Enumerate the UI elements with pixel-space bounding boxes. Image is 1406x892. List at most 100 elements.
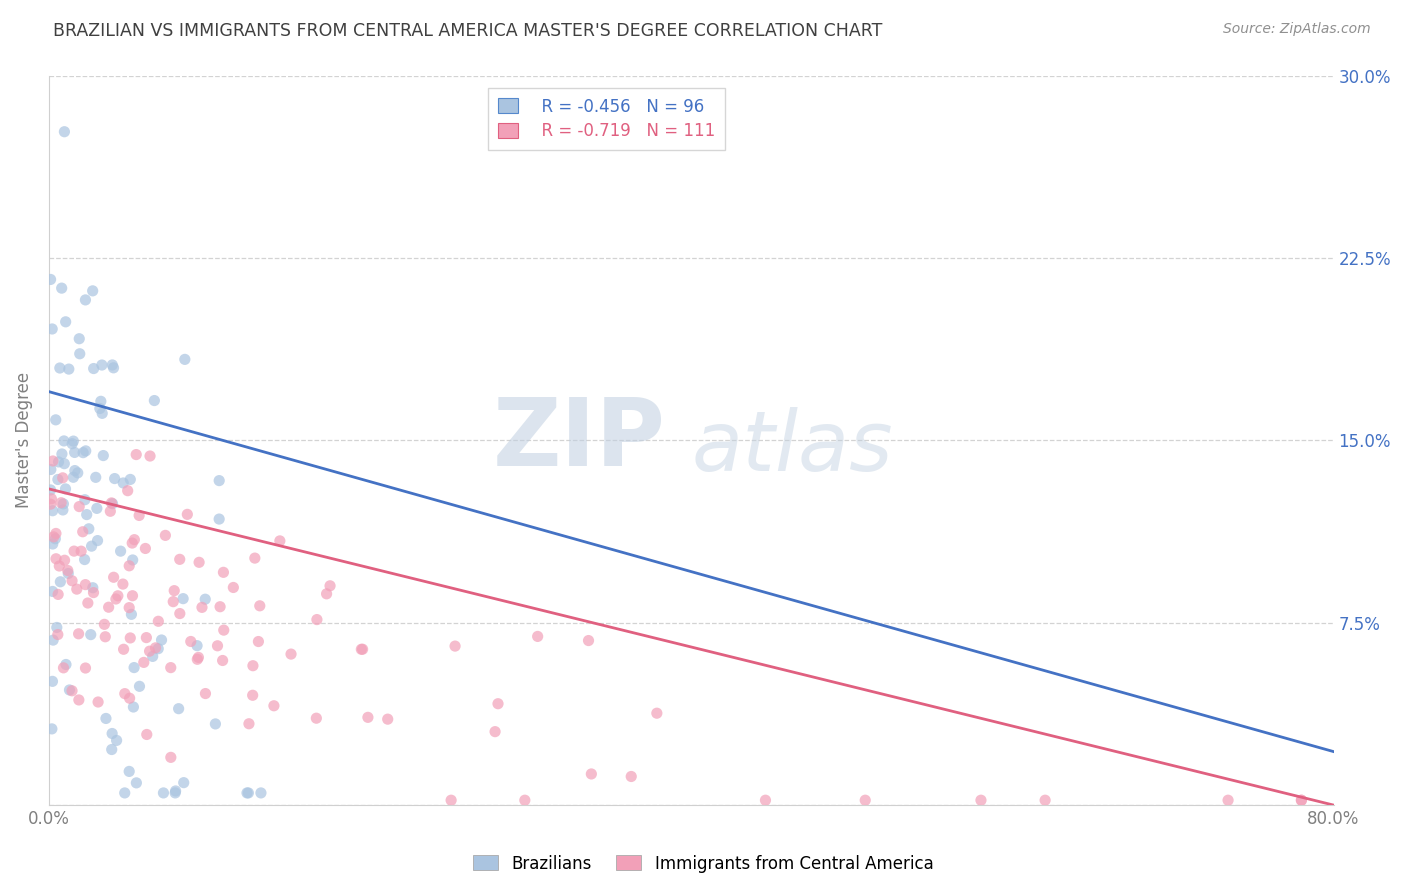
Point — [103, 570, 125, 584]
Point — [204, 717, 226, 731]
Point — [83, 361, 105, 376]
Point — [82, 284, 104, 298]
Point — [444, 639, 467, 653]
Point — [191, 600, 214, 615]
Point — [143, 393, 166, 408]
Point — [46, 627, 69, 641]
Point — [159, 750, 181, 764]
Point — [104, 472, 127, 486]
Point — [70, 544, 93, 558]
Point — [91, 449, 114, 463]
Point — [124, 533, 146, 547]
Point — [56, 564, 79, 578]
Point — [486, 697, 509, 711]
Point — [63, 464, 86, 478]
Point — [176, 508, 198, 522]
Point — [114, 786, 136, 800]
Point — [41, 722, 63, 736]
Point — [1291, 793, 1313, 807]
Point — [180, 634, 202, 648]
Point — [117, 483, 139, 498]
Point — [101, 358, 124, 372]
Point — [82, 581, 104, 595]
Legend:   R = -0.456   N = 96,   R = -0.719   N = 111: R = -0.456 N = 96, R = -0.719 N = 111 — [488, 87, 725, 150]
Point — [90, 358, 112, 372]
Point — [222, 581, 245, 595]
Point — [90, 394, 112, 409]
Point — [238, 716, 260, 731]
Point — [484, 724, 506, 739]
Point — [1291, 793, 1313, 807]
Point — [51, 281, 73, 295]
Point — [58, 682, 80, 697]
Legend: Brazilians, Immigrants from Central America: Brazilians, Immigrants from Central Amer… — [465, 848, 941, 880]
Point — [242, 688, 264, 702]
Point — [269, 533, 291, 548]
Point — [66, 582, 89, 596]
Point — [45, 526, 67, 541]
Point — [208, 512, 231, 526]
Point — [49, 574, 72, 589]
Point — [52, 471, 75, 485]
Point — [305, 613, 328, 627]
Point — [100, 742, 122, 756]
Point — [86, 501, 108, 516]
Point — [526, 629, 548, 643]
Point — [970, 793, 993, 807]
Point — [98, 504, 121, 518]
Point — [578, 633, 600, 648]
Point — [305, 711, 328, 725]
Point — [118, 558, 141, 573]
Point — [107, 589, 129, 603]
Point — [120, 607, 142, 622]
Point — [55, 482, 77, 496]
Point — [125, 776, 148, 790]
Point — [41, 322, 63, 336]
Point — [101, 497, 124, 511]
Point — [112, 475, 135, 490]
Point — [208, 474, 231, 488]
Point — [350, 642, 373, 657]
Point — [63, 445, 86, 459]
Point — [42, 530, 65, 544]
Point — [187, 650, 209, 665]
Point — [148, 641, 170, 656]
Point — [41, 584, 63, 599]
Point — [280, 647, 302, 661]
Point — [45, 413, 67, 427]
Point — [853, 793, 876, 807]
Point — [41, 674, 63, 689]
Point — [249, 599, 271, 613]
Point — [72, 445, 94, 459]
Point — [207, 639, 229, 653]
Point — [440, 793, 463, 807]
Point — [112, 642, 135, 657]
Point — [1216, 793, 1239, 807]
Point — [150, 632, 173, 647]
Point — [194, 687, 217, 701]
Point — [67, 627, 90, 641]
Point — [122, 660, 145, 674]
Text: BRAZILIAN VS IMMIGRANTS FROM CENTRAL AMERICA MASTER'S DEGREE CORRELATION CHART: BRAZILIAN VS IMMIGRANTS FROM CENTRAL AME… — [53, 22, 883, 40]
Point — [52, 434, 75, 448]
Point — [754, 793, 776, 807]
Point — [75, 661, 97, 675]
Point — [67, 693, 90, 707]
Point — [263, 698, 285, 713]
Point — [58, 566, 80, 581]
Point — [212, 566, 235, 580]
Point — [121, 589, 143, 603]
Point — [45, 620, 67, 634]
Point — [155, 528, 177, 542]
Point — [72, 524, 94, 539]
Point — [111, 577, 134, 591]
Point — [188, 555, 211, 569]
Point — [53, 125, 76, 139]
Point — [315, 587, 337, 601]
Point — [620, 770, 643, 784]
Point — [242, 658, 264, 673]
Point — [86, 533, 108, 548]
Point — [120, 631, 142, 645]
Y-axis label: Master's Degree: Master's Degree — [15, 372, 32, 508]
Point — [169, 552, 191, 566]
